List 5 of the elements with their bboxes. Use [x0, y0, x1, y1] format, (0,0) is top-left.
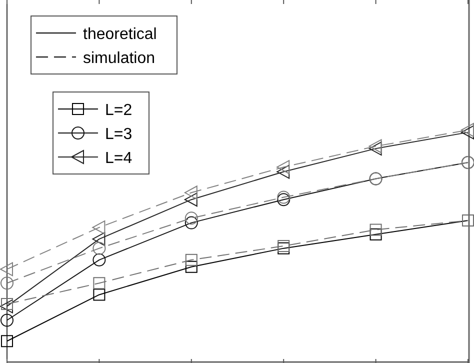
legend-label: theoretical	[83, 26, 157, 43]
legend-label: L=4	[105, 150, 132, 167]
legend-label: simulation	[83, 50, 156, 67]
legend-label: L=2	[105, 102, 132, 119]
legend-label: L=3	[105, 126, 132, 143]
